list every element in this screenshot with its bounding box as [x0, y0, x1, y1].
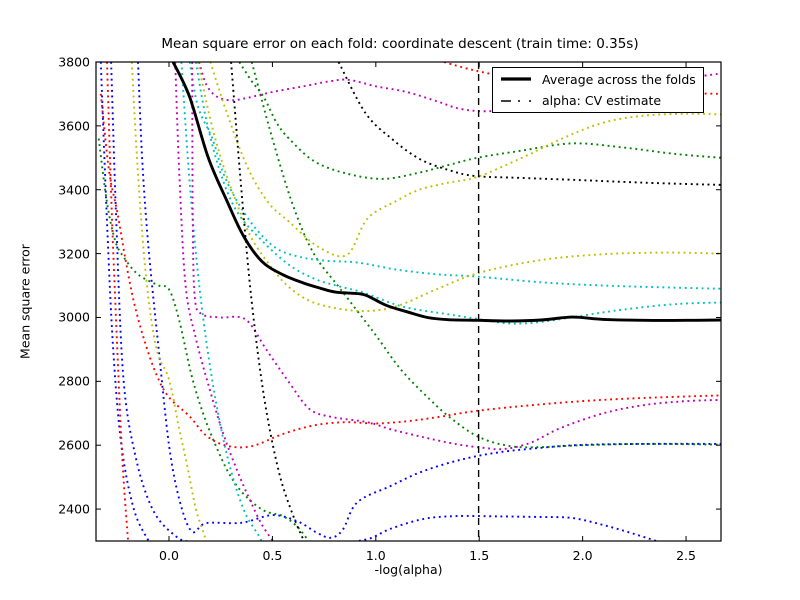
y-tick-label: 3800 [58, 54, 90, 70]
fold-curve-fold-14 [174, 62, 275, 541]
fold-curve-fold-5 [97, 138, 310, 541]
legend: Average across the folds alpha: CV estim… [492, 67, 704, 113]
x-tick-label: 0.5 [262, 548, 283, 563]
fold-curve-fold-4 [250, 62, 721, 449]
fold-curve-fold-19 [337, 62, 721, 186]
fold-curve-fold-12 [180, 62, 263, 541]
curves-group [97, 62, 721, 541]
fold-curve-fold-20 [230, 62, 306, 541]
y-tick-label: 2800 [58, 373, 90, 389]
x-axis-label: -log(alpha) [374, 562, 443, 577]
x-tick-label: 1.5 [469, 548, 490, 563]
x-tick-label: 2.0 [572, 548, 593, 563]
legend-entry-alpha-cv: alpha: CV estimate [499, 92, 697, 111]
x-tick-label: 1.0 [365, 548, 386, 563]
y-tick-label: 3600 [58, 118, 90, 134]
fold-curve-fold-3 [99, 62, 150, 541]
y-tick-label: 2400 [58, 501, 90, 517]
x-tick-label: 0.0 [159, 548, 179, 563]
legend-label-alpha-cv: alpha: CV estimate [542, 93, 662, 109]
plot-background [96, 62, 721, 541]
x-tick-label: 2.5 [676, 548, 696, 563]
average-curve [171, 62, 721, 323]
legend-label-average: Average across the folds [542, 71, 696, 87]
fold-curve-fold-9 [106, 62, 130, 541]
plot-frame [95, 61, 722, 542]
fold-curve-fold-2 [110, 62, 660, 541]
dashed-line-icon [501, 99, 531, 102]
y-tick-label: 2600 [58, 437, 90, 453]
solid-line-icon [501, 77, 531, 81]
y-tick-label: 3200 [58, 246, 90, 262]
legend-entry-average: Average across the folds [499, 70, 697, 89]
y-tick-label: 3400 [58, 182, 90, 198]
fold-curve-fold-6 [238, 62, 721, 180]
fold-curve-fold-1 [137, 62, 721, 539]
y-tick-label: 3000 [58, 309, 90, 325]
fold-curve-fold-17 [197, 62, 721, 313]
fold-curve-fold-7 [99, 93, 721, 449]
chart-title: Mean square error on each fold: coordina… [161, 36, 639, 52]
